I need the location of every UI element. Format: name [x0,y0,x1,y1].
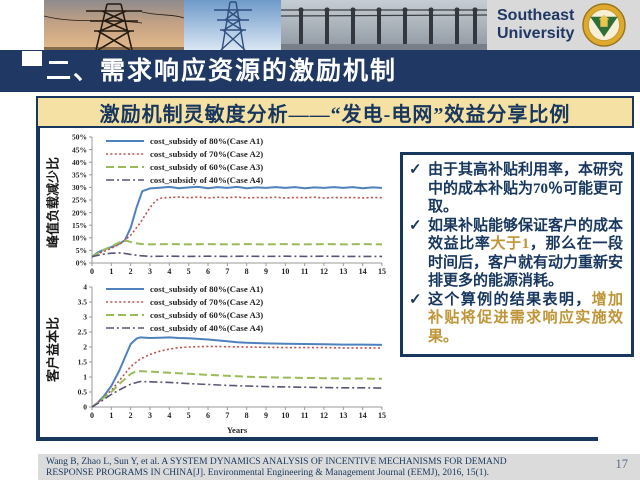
svg-text:35%: 35% [72,171,87,180]
svg-text:45%: 45% [72,145,87,154]
chart1-y-axis-label: 峰值负载减少比 [45,157,61,249]
svg-text:2.5: 2.5 [78,328,88,337]
svg-text:13: 13 [339,411,347,420]
section-title-bar: 二、需求响应资源的激励机制 [0,50,640,92]
chart-customer-benefit-cost-ratio: 00.511.522.533.540 1 2 3 4 5 6 7 8 9 10 11 12 13 14 15c… [44,281,392,435]
svg-text:4: 4 [83,283,87,292]
substation-photo [281,0,487,50]
citation-line1: Wang B, Zhao L, Sun Y, et al. A SYSTEM D… [46,457,507,467]
svg-text:11: 11 [301,411,309,420]
chart-peak-load-reduction: 0%5%10%15%20%25%30%35%40%45%50%0 1 2 3 4 5 6 7 8… [44,131,392,281]
svg-text:6: 6 [206,411,210,420]
svg-text:5: 5 [187,267,191,276]
svg-text:12: 12 [320,411,328,420]
transmission-tower-sky-photo [184,0,281,50]
transmission-tower-sunset-photo [44,0,184,50]
checkmark-icon: ✓ [409,291,422,308]
chart2-y-axis-label: 客户益本比 [45,317,61,383]
findings-callout-box: ✓ 由于其高补贴利用率，本研究中的成本补贴为70％可能更可取。 ✓ 如果补贴能够保证客… [400,152,634,357]
svg-text:2: 2 [129,411,133,420]
svg-text:14: 14 [359,267,367,276]
page-number: 17 [615,457,629,471]
checkmark-icon: ✓ [409,217,422,234]
bullet-item: ✓ 由于其高补贴利用率，本研究中的成本补贴为70％可能更可取。 [409,162,624,215]
svg-text:14: 14 [359,411,367,420]
svg-text:10%: 10% [72,234,87,243]
svg-text:8: 8 [245,411,249,420]
svg-text:13: 13 [339,267,347,276]
university-name-line2: University [497,25,575,42]
citation-bar: Wang B, Zhao L, Sun Y, et al. A SYSTEM D… [38,454,640,480]
university-panel: Southeast University [487,0,640,50]
svg-text:50%: 50% [72,133,87,142]
svg-text:5: 5 [187,411,191,420]
svg-text:1: 1 [109,267,113,276]
svg-text:cost_subsidy of 60%(Case A3): cost_subsidy of 60%(Case A3) [150,310,263,320]
svg-text:3: 3 [148,411,152,420]
checkmark-icon: ✓ [409,162,422,178]
title-notch-decoration [22,51,42,66]
content-frame-bottom-border [36,437,598,441]
svg-text:10: 10 [281,411,289,420]
svg-text:6: 6 [206,267,210,276]
svg-text:9: 9 [264,267,268,276]
svg-text:3.5: 3.5 [78,298,88,307]
citation-line2: RESPONSE PROGRAMS IN CHINA[J]. Environme… [46,468,490,478]
svg-text:2: 2 [83,343,87,352]
svg-text:40%: 40% [72,158,87,167]
university-name-line1: Southeast [497,6,575,24]
svg-text:10: 10 [281,267,289,276]
svg-text:cost_subsidy of 70%(Case A2): cost_subsidy of 70%(Case A2) [150,149,263,159]
svg-text:Years: Years [227,425,248,435]
svg-text:1: 1 [109,411,113,420]
svg-text:8: 8 [245,267,249,276]
section-title: 二、需求响应资源的激励机制 [46,57,398,85]
svg-text:1.5: 1.5 [78,358,88,367]
svg-text:15: 15 [378,411,386,420]
svg-text:9: 9 [264,411,268,420]
callout-bullets: ✓ 由于其高补贴利用率，本研究中的成本补贴为70％可能更可取。 ✓ 如果补贴能够保证客… [409,161,623,346]
bullet-item: ✓ 如果补贴能够保证客户的成本效益比率大于1，那么在一段时间后，客户就有动力重新安… [409,217,624,290]
svg-text:7: 7 [225,411,229,420]
svg-text:cost_subsidy of 60%(Case A3): cost_subsidy of 60%(Case A3) [150,162,263,172]
svg-text:1: 1 [83,373,87,382]
svg-text:4: 4 [167,411,171,420]
svg-text:4: 4 [167,267,171,276]
header-banner: Southeast University [0,0,640,50]
svg-text:0: 0 [90,411,94,420]
svg-text:15: 15 [378,267,386,276]
svg-text:cost_subsidy of 40%(Case A4): cost_subsidy of 40%(Case A4) [150,175,263,185]
svg-text:cost_subsidy of 40%(Case A4): cost_subsidy of 40%(Case A4) [150,323,263,333]
svg-text:7: 7 [225,267,229,276]
svg-text:15%: 15% [72,221,87,230]
subtitle-text: 激励机制灵敏度分析——“发电-电网”效益分享比例 [99,103,571,126]
svg-text:0%: 0% [76,259,87,268]
svg-text:cost_subsidy of 80%(Case A1): cost_subsidy of 80%(Case A1) [150,284,263,294]
bullet-item: ✓ 这个算例的结果表明，增加补贴将促进需求响应实施效果。 [409,291,623,345]
header-left-gap [0,0,44,50]
svg-text:0: 0 [90,267,94,276]
content-frame-left-border [36,127,40,441]
svg-text:2: 2 [129,267,133,276]
svg-text:0.5: 0.5 [78,388,88,397]
subtitle-bar: 激励机制灵敏度分析——“发电-电网”效益分享比例 [36,96,634,128]
svg-text:20%: 20% [72,208,87,217]
svg-text:3: 3 [83,313,87,322]
svg-text:cost_subsidy of 80%(Case A1): cost_subsidy of 80%(Case A1) [150,136,263,146]
svg-text:12: 12 [320,267,328,276]
svg-text:30%: 30% [72,183,87,192]
svg-text:5%: 5% [76,246,87,255]
svg-text:cost_subsidy of 70%(Case A2): cost_subsidy of 70%(Case A2) [150,297,263,307]
svg-text:25%: 25% [72,196,87,205]
svg-text:0: 0 [83,403,87,412]
svg-text:11: 11 [301,267,309,276]
university-name: Southeast University [497,7,574,44]
svg-text:3: 3 [148,267,152,276]
university-seal-icon [582,3,627,47]
